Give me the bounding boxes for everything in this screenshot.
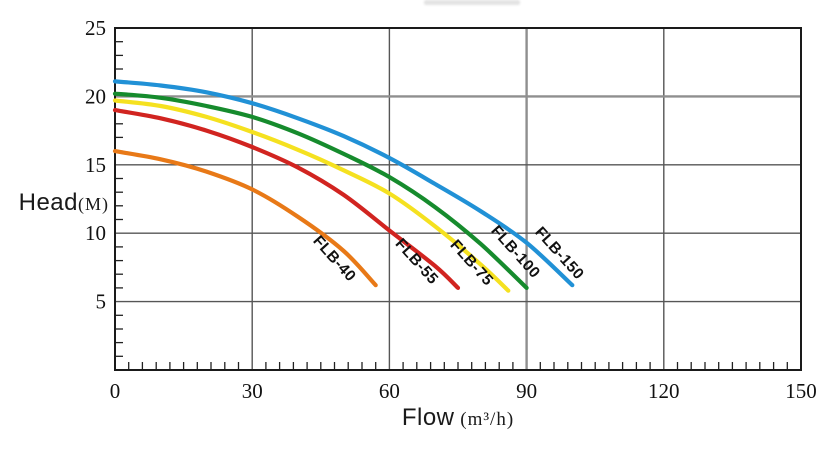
x-tick-label-30: 30 bbox=[242, 379, 263, 403]
cropped-title-artifact bbox=[424, 0, 520, 5]
y-tick-label-10: 10 bbox=[85, 221, 106, 245]
curve-flb-100 bbox=[112, 91, 529, 290]
y-axis-title-unit: (M) bbox=[78, 194, 109, 214]
y-tick-label-25: 25 bbox=[85, 16, 106, 40]
x-axis-title-main: Flow bbox=[401, 404, 455, 431]
curve-label-flb-55: FLB-55 bbox=[392, 235, 442, 288]
x-tick-label-60: 60 bbox=[379, 379, 400, 403]
x-tick-label-120: 120 bbox=[648, 379, 680, 403]
x-tick-label-90: 90 bbox=[516, 379, 537, 403]
x-tick-label-0: 0 bbox=[110, 379, 121, 403]
y-tick-label-15: 15 bbox=[85, 153, 106, 177]
x-axis-title: Flow (m³/h) bbox=[308, 404, 608, 432]
x-axis-title-unit-text: (m³/h) bbox=[460, 409, 515, 430]
y-tick-label-20: 20 bbox=[85, 84, 106, 108]
curve-flb-150 bbox=[112, 79, 575, 288]
curve-flb-75 bbox=[112, 98, 511, 293]
y-tick-label-5: 5 bbox=[96, 290, 107, 314]
x-axis-title-unit: (m³/h) bbox=[455, 409, 515, 430]
curve-flb-55 bbox=[112, 108, 461, 290]
y-axis-title: Head(M) bbox=[5, 189, 109, 217]
y-axis-title-main: Head bbox=[18, 189, 78, 216]
x-tick-label-150: 150 bbox=[785, 379, 817, 403]
curve-flb-40 bbox=[112, 149, 378, 288]
plot-border bbox=[114, 27, 802, 371]
